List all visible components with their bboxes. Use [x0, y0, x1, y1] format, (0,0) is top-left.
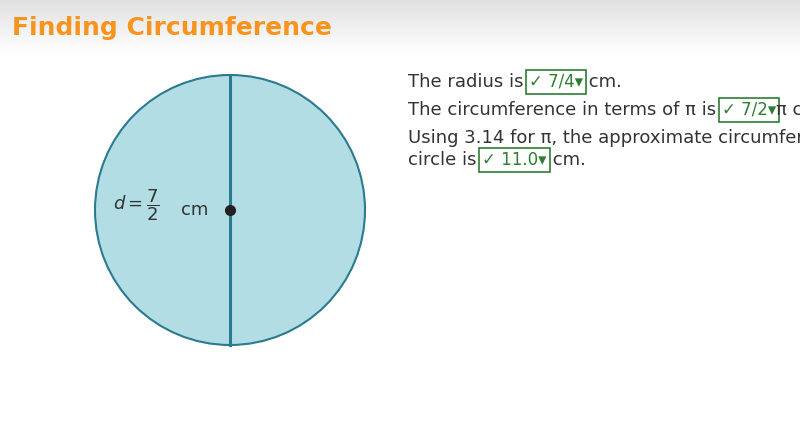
Text: The circumference in terms of π is: The circumference in terms of π is [408, 101, 722, 119]
Text: cm.: cm. [583, 73, 622, 91]
Text: circle is: circle is [408, 151, 482, 169]
Text: Finding Circumference: Finding Circumference [12, 16, 332, 40]
Text: π cm.: π cm. [776, 101, 800, 119]
Text: The radius is: The radius is [408, 73, 530, 91]
Circle shape [95, 75, 365, 345]
Text: cm: cm [181, 201, 208, 219]
Text: $d = \dfrac{7}{2}$: $d = \dfrac{7}{2}$ [113, 187, 160, 223]
Text: ✓ 7/2▾: ✓ 7/2▾ [722, 101, 776, 119]
Text: ✓ 7/4▾: ✓ 7/4▾ [530, 73, 583, 91]
Text: ✓ 11.0▾: ✓ 11.0▾ [482, 151, 546, 169]
Text: cm.: cm. [546, 151, 586, 169]
Text: Using 3.14 for π, the approximate circumference of the: Using 3.14 for π, the approximate circum… [408, 129, 800, 147]
